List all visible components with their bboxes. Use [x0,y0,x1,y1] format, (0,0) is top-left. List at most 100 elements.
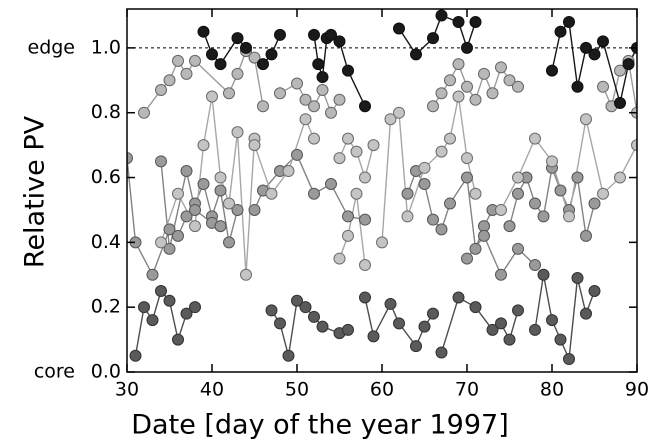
data-point [469,93,482,106]
data-point [316,71,329,84]
data-point [274,28,286,41]
data-point [342,64,354,77]
annotation: edge [28,36,76,58]
data-point [529,197,541,210]
data-point [197,25,210,38]
data-point [274,87,286,100]
data-point [265,48,278,61]
data-point [359,291,371,304]
data-point [197,139,210,152]
data-point [257,100,269,113]
data-point [163,294,176,307]
data-point [427,213,439,226]
data-point [631,139,637,152]
data-point [231,126,244,139]
data-point [435,9,448,22]
data-point [418,320,431,333]
data-point [282,165,295,178]
data-point [189,203,201,216]
data-point [180,210,193,223]
data-point [129,349,142,362]
data-point [138,301,150,314]
data-point [452,58,465,71]
data-point [495,203,507,216]
data-point [435,223,448,236]
data-point [418,178,431,191]
data-point [214,184,227,197]
data-point [401,187,414,200]
data-point [214,58,227,71]
data-point [410,48,422,61]
data-point [546,155,558,168]
data-point [299,113,312,126]
data-point [265,304,278,317]
data-point [223,236,235,249]
annotation: core [34,361,75,383]
data-point [588,197,601,210]
data-point [257,58,269,71]
y-tick-label: 0.2 [91,296,121,318]
data-point [571,272,584,285]
y-tick-label: 0.0 [91,361,121,383]
data-point [146,314,159,327]
data-point [461,41,473,54]
data-point [342,323,354,336]
data-point [546,314,558,327]
data-point [127,152,133,165]
data-point [461,171,473,184]
data-point [452,291,465,304]
data-point [163,242,176,255]
data-point [554,333,567,346]
data-point [435,145,448,158]
data-point [588,48,601,61]
data-point [512,80,524,93]
data-point [248,139,261,152]
data-point [444,132,456,145]
data-point [580,229,592,242]
data-point [495,268,507,281]
data-point [325,178,337,191]
data-point [537,268,550,281]
data-point [172,187,184,200]
data-point [486,87,499,100]
data-point [478,67,490,80]
data-point [614,64,626,77]
x-tick-label: 60 [370,379,394,401]
data-point [469,242,482,255]
data-point [155,84,167,97]
data-point [231,203,244,216]
data-point [597,35,609,48]
data-point [614,171,626,184]
y-tick-label: 0.8 [91,101,121,123]
data-point [461,252,473,265]
data-point [512,171,524,184]
data-point [588,284,601,297]
data-point [231,32,244,45]
data-point [512,187,524,200]
data-point [333,152,346,165]
data-point [180,165,193,178]
y-tick-label: 0.6 [91,166,121,188]
data-point [469,187,482,200]
data-point [265,187,278,200]
data-point [537,210,550,223]
plot-area [127,9,637,366]
data-point [240,41,252,54]
data-point [469,301,482,314]
data-point [580,41,592,54]
data-point [452,90,465,103]
data-point [495,61,507,74]
data-point [291,77,303,90]
data-point [563,353,575,366]
data-point [325,106,337,119]
data-point [223,197,235,210]
data-point [189,54,201,67]
data-point [206,90,218,103]
data-point [291,148,303,161]
data-point [563,15,575,28]
data-point [435,346,448,359]
data-point [342,210,354,223]
data-point [180,307,193,320]
data-point [214,171,227,184]
